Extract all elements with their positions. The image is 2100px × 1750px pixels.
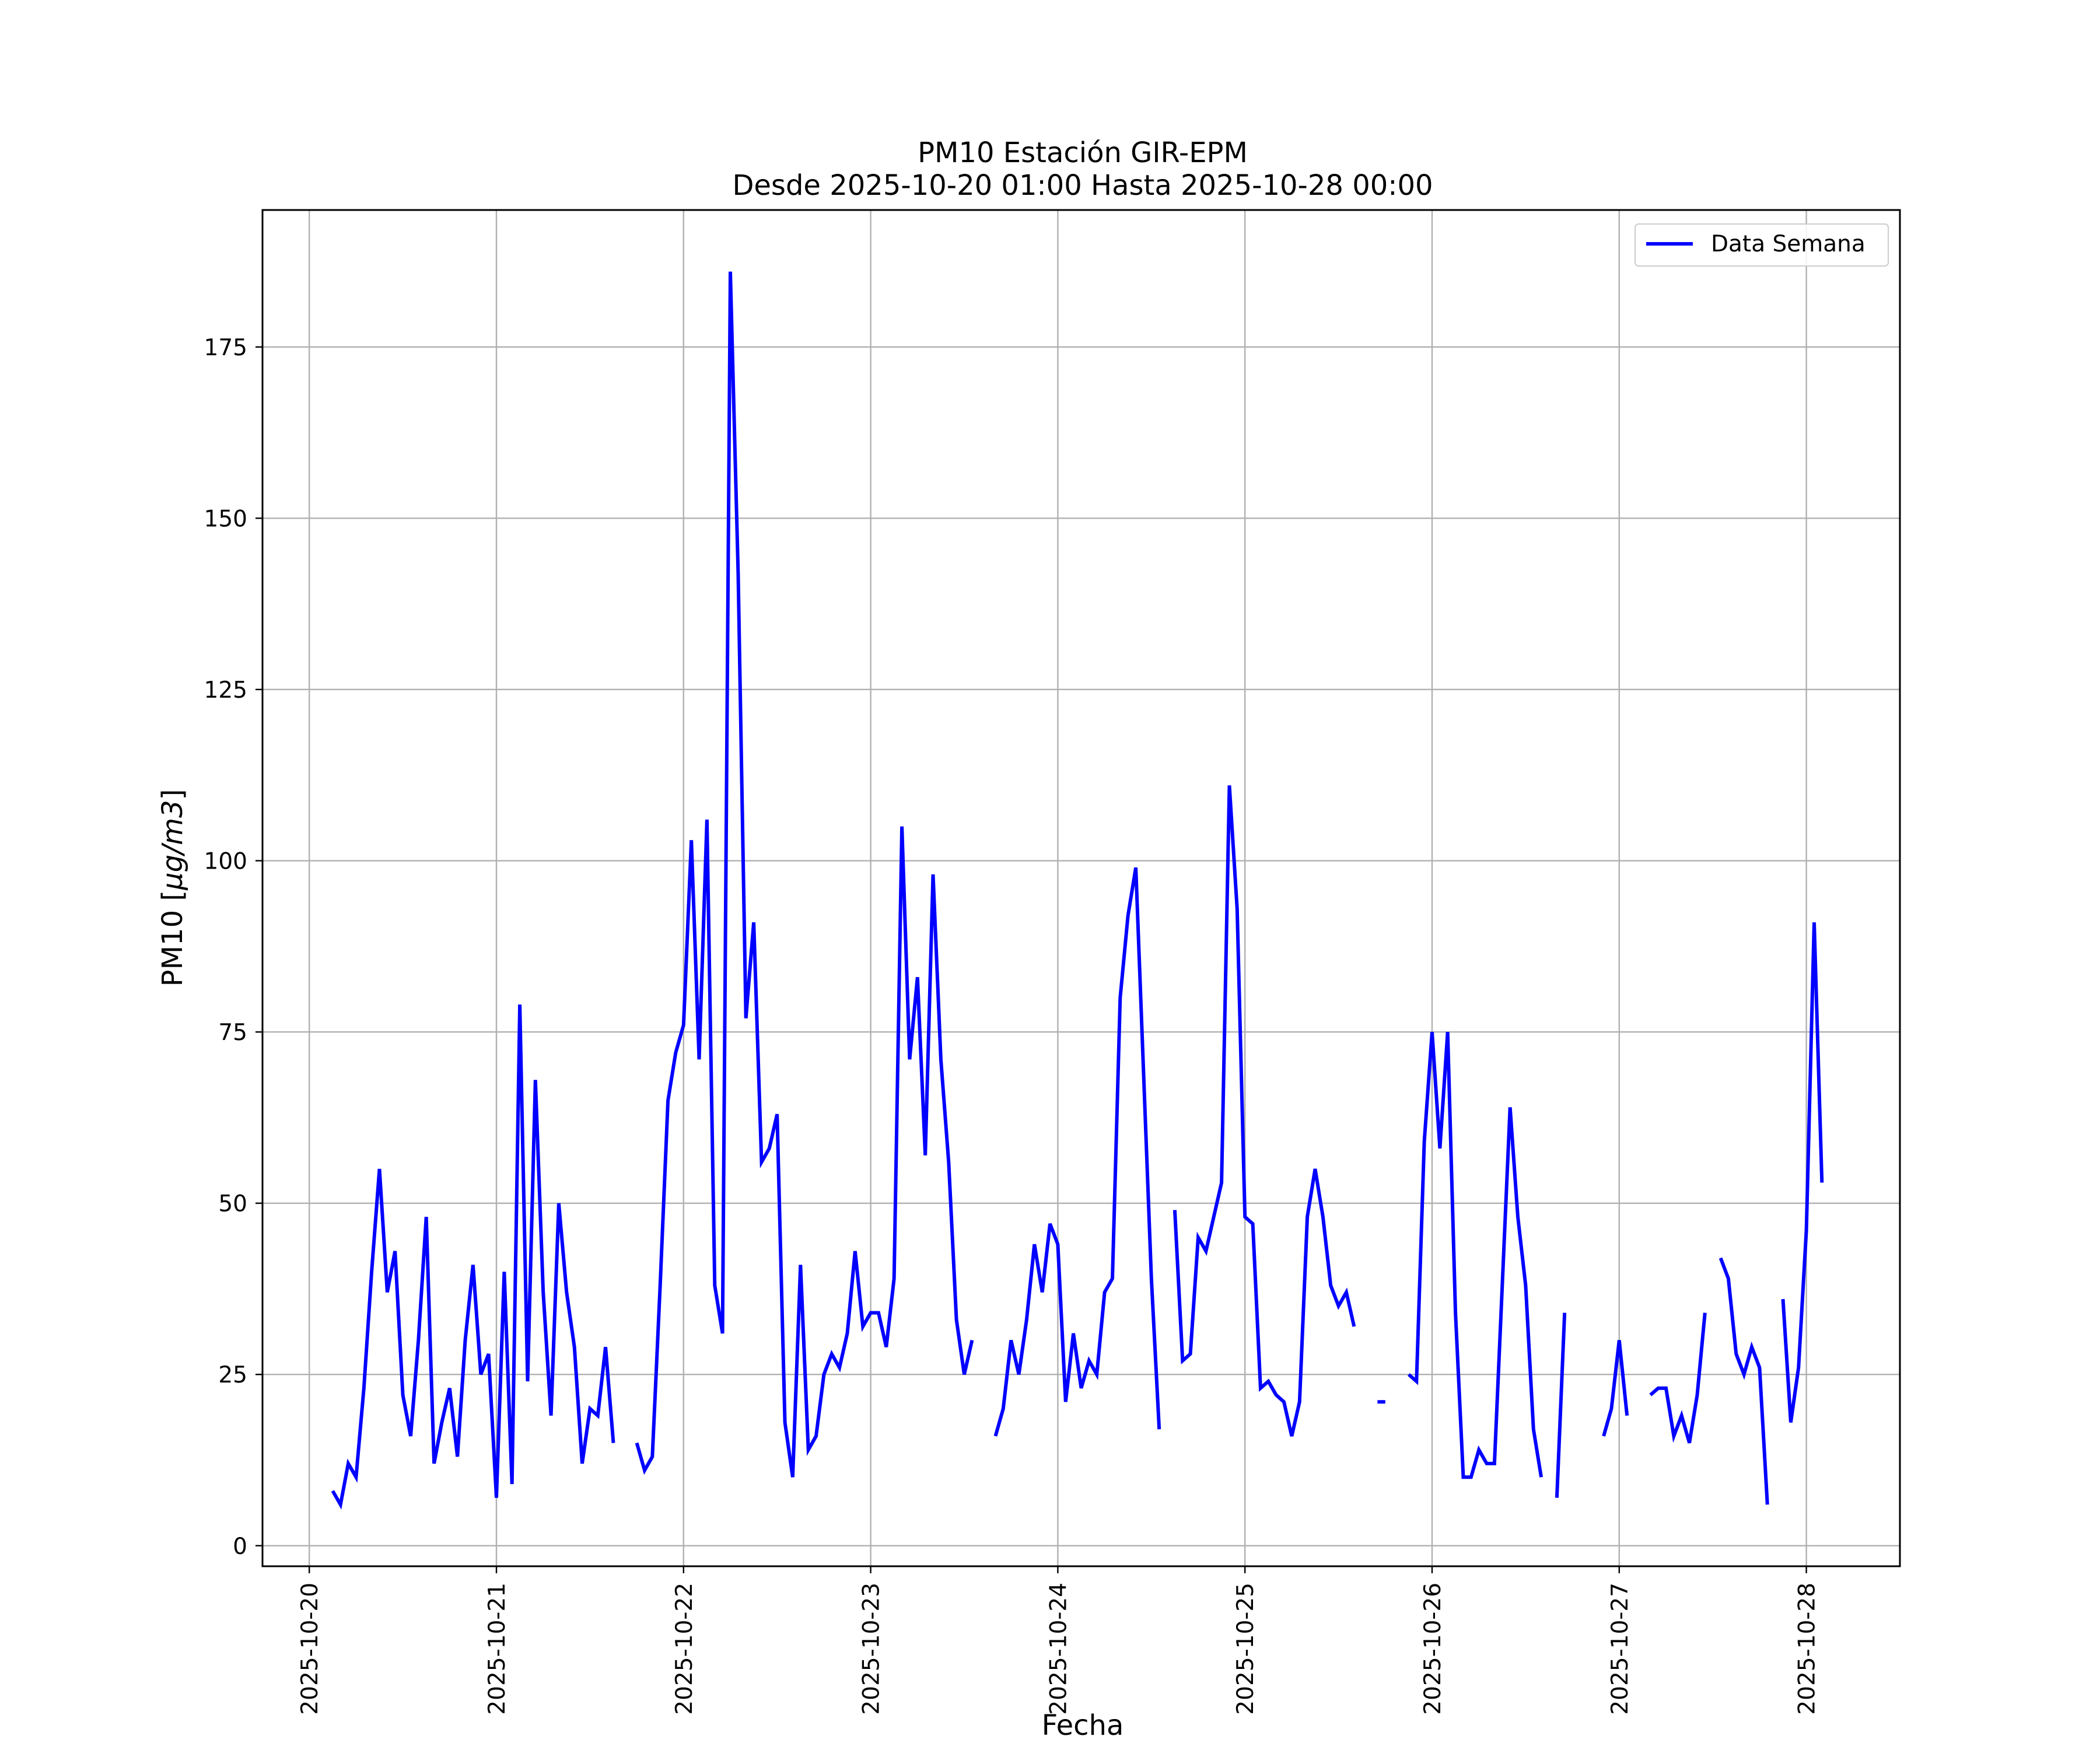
- series-line-segment: [331, 1005, 615, 1510]
- grid: [262, 210, 1900, 1566]
- series-line-segment: [1555, 1312, 1567, 1498]
- y-axis-label-unit: μg/m3: [156, 800, 189, 890]
- x-tick-label: 2025-10-28: [1794, 1583, 1821, 1715]
- x-tick-label: 2025-10-22: [671, 1583, 698, 1715]
- series-line-segment: [1781, 922, 1824, 1423]
- x-tick-label: 2025-10-21: [484, 1583, 510, 1715]
- series-line-segment: [1649, 1312, 1707, 1444]
- y-tick-label: 125: [204, 677, 247, 704]
- x-tick-label: 2025-10-25: [1233, 1583, 1259, 1715]
- ticks: 0 25 50 75 100 125 150 175 2025-10-20 2025-10-21 2…: [204, 335, 1821, 1715]
- chart-subtitle: Desde 2025-10-20 01:00 Hasta 2025-10-28 …: [732, 169, 1433, 202]
- y-axis-label-text: PM10 [: [156, 890, 189, 986]
- series-line-segment: [1407, 1031, 1544, 1479]
- y-tick-label: 175: [204, 335, 247, 361]
- y-tick-label: 100: [204, 849, 247, 875]
- series-line-segment: [993, 867, 1161, 1437]
- x-tick-label: 2025-10-24: [1045, 1583, 1072, 1715]
- x-tick-label: 2025-10-27: [1607, 1583, 1633, 1715]
- plot-frame: [261, 209, 1901, 1567]
- x-tick-label: 2025-10-23: [859, 1583, 885, 1715]
- y-tick-label: 25: [218, 1362, 247, 1388]
- y-axis-label-close: ]: [156, 789, 189, 800]
- y-tick-label: 75: [218, 1020, 247, 1046]
- y-tick-label: 50: [218, 1191, 247, 1217]
- chart-title: PM10 Estación GIR-EPM: [918, 136, 1248, 169]
- legend-box: [1634, 223, 1889, 267]
- series-line-segment: [1718, 1257, 1769, 1505]
- series: [331, 271, 1824, 1510]
- x-tick-label: 2025-10-20: [297, 1583, 323, 1715]
- y-tick-label: 0: [233, 1534, 247, 1560]
- series-line-segment: [1602, 1340, 1629, 1437]
- legend: Data Semana: [1634, 223, 1889, 267]
- legend-entry-label: Data Semana: [1711, 231, 1866, 257]
- x-axis-label: Fecha: [1042, 1709, 1124, 1742]
- y-tick-label: 150: [204, 506, 247, 532]
- series-line-segment: [635, 271, 974, 1478]
- y-axis-label: PM10 [μg/m3]: [156, 789, 189, 987]
- x-tick-label: 2025-10-26: [1420, 1583, 1446, 1715]
- series-line-segment: [1172, 785, 1356, 1437]
